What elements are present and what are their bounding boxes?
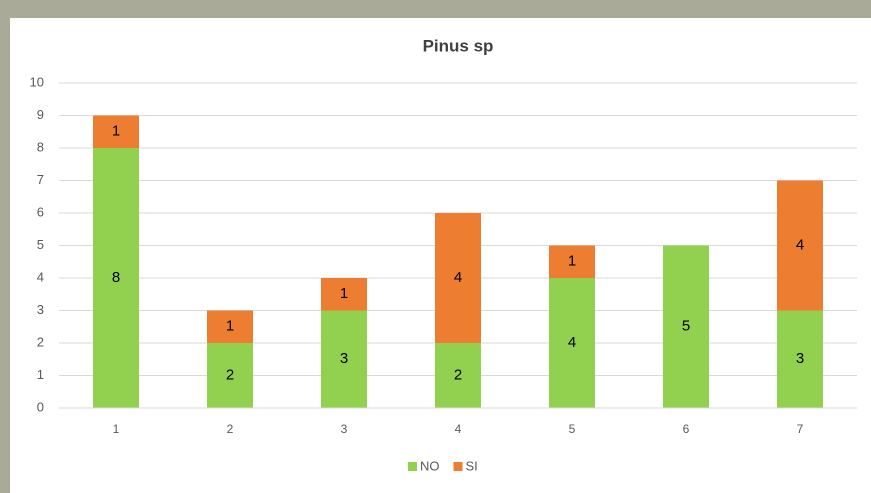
y-tick-label: 3 <box>37 302 44 317</box>
y-tick-label: 6 <box>37 204 44 219</box>
bar-segment <box>435 343 481 408</box>
bar-segment <box>777 180 823 311</box>
legend-swatch <box>408 462 417 471</box>
bar-segment <box>321 310 367 408</box>
x-tick-label: 7 <box>797 422 804 436</box>
bar-segment <box>207 343 253 408</box>
data-label: 1 <box>340 285 348 302</box>
x-tick-label: 2 <box>227 422 234 436</box>
bar-segment <box>663 245 709 408</box>
data-label: 1 <box>568 253 576 270</box>
data-label: 5 <box>682 318 690 335</box>
bar-segment <box>93 148 139 408</box>
x-tick-label: 4 <box>455 422 462 436</box>
data-label: 1 <box>226 318 234 335</box>
y-tick-label: 8 <box>37 139 44 154</box>
bar-segment <box>777 310 823 408</box>
y-tick-label: 5 <box>37 237 44 252</box>
legend-label: SI <box>466 458 478 473</box>
data-label: 1 <box>112 123 120 140</box>
data-label: 8 <box>112 269 120 286</box>
data-label: 3 <box>340 350 348 367</box>
y-tick-label: 9 <box>37 107 44 122</box>
bar-segment <box>93 115 139 148</box>
y-tick-label: 7 <box>37 172 44 187</box>
data-label: 2 <box>226 366 234 383</box>
y-tick-label: 10 <box>30 74 44 89</box>
x-tick-label: 1 <box>113 422 120 436</box>
data-label: 4 <box>796 236 804 253</box>
x-tick-label: 3 <box>341 422 348 436</box>
bar-segment <box>549 278 595 408</box>
data-label: 4 <box>568 334 576 351</box>
data-label: 4 <box>454 269 462 286</box>
bar-segment <box>321 278 367 311</box>
legend-swatch <box>453 462 463 471</box>
data-label: 3 <box>796 350 804 367</box>
legend-label: NO <box>420 458 440 473</box>
x-tick-label: 6 <box>683 422 690 436</box>
y-tick-label: 2 <box>37 334 44 349</box>
y-tick-label: 4 <box>37 269 44 284</box>
chart-title: Pinus sp <box>423 36 494 55</box>
bar-segment <box>207 310 253 343</box>
data-label: 2 <box>454 366 462 383</box>
bar-segment <box>549 245 595 278</box>
y-tick-label: 0 <box>37 399 44 414</box>
bar-segment <box>435 213 481 343</box>
x-tick-label: 5 <box>569 422 576 436</box>
y-tick-label: 1 <box>37 367 44 382</box>
